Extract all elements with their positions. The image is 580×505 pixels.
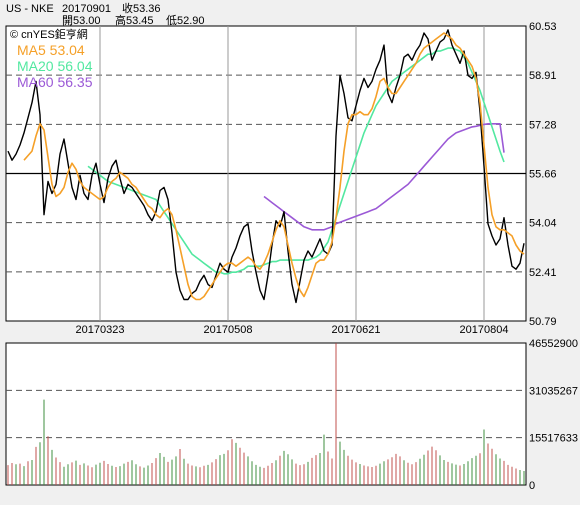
price-y-tick-label: 50.79: [529, 316, 557, 328]
price-y-tick-label: 58.91: [529, 70, 557, 82]
volume-y-axis: 46552900 31035267 15517633 0: [529, 338, 578, 492]
volume-y-tick-label: 15517633: [529, 433, 578, 445]
volume-grid: [6, 389, 526, 439]
price-y-tick-label: 52.41: [529, 267, 557, 279]
legend-entry: MA5 53.04: [17, 42, 85, 58]
date-label: 20170901: [62, 3, 111, 15]
high-label: 高53.45: [115, 13, 154, 27]
source-label: © cnYES鉅亨網: [10, 27, 88, 41]
legend-entry: MA20 56.04: [17, 58, 93, 74]
ma5-series-line: [23, 32, 525, 301]
price-y-tick-label: 57.28: [529, 119, 557, 131]
ma60-series-line: [263, 123, 505, 231]
price-y-axis: 60.53 58.91 57.28 55.66 54.04 52.41 50.79: [529, 21, 557, 328]
volume-y-tick-label: 31035267: [529, 385, 578, 397]
volume-y-tick-label: 0: [529, 480, 535, 492]
x-tick-label: 20170804: [460, 324, 509, 336]
volume-panel-frame: [5, 342, 527, 486]
x-tick-label: 20170323: [76, 324, 125, 336]
close-label: 收53.36: [122, 1, 161, 15]
price-lines: [7, 29, 525, 304]
legend-entry: MA60 56.35: [17, 74, 93, 90]
open-label: 開53.00: [62, 14, 101, 27]
x-tick-label: 20170508: [204, 324, 253, 336]
price-x-axis: 20170323 20170508 20170621 20170804: [76, 324, 509, 336]
price-y-tick-label: 54.04: [529, 218, 557, 230]
price-series-line: [7, 29, 525, 304]
volume-y-tick-label: 46552900: [529, 338, 578, 350]
price-y-tick-label: 55.66: [529, 169, 557, 181]
low-label: 低52.90: [166, 14, 205, 27]
volume-bars: [7, 343, 525, 485]
price-y-tick-label: 60.53: [529, 21, 557, 33]
symbol-label: US - NKE: [6, 3, 54, 15]
x-tick-label: 20170621: [332, 324, 381, 336]
